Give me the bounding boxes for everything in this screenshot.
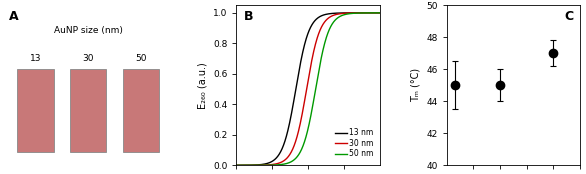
Y-axis label: E₂₆₀ (a.u.): E₂₆₀ (a.u.)	[197, 62, 207, 109]
13 nm	[233, 164, 240, 166]
Text: AuNP size (nm): AuNP size (nm)	[53, 26, 122, 35]
50 nm	[351, 12, 358, 14]
13 nm	[319, 14, 326, 17]
Text: B: B	[244, 10, 253, 23]
30 nm	[377, 12, 384, 14]
50 nm	[302, 137, 309, 139]
30 nm	[373, 12, 380, 14]
Line: 13 nm: 13 nm	[237, 13, 380, 165]
13 nm	[351, 12, 358, 14]
Text: 30: 30	[82, 54, 94, 63]
50 nm	[233, 164, 240, 166]
30 nm	[311, 48, 318, 50]
30 nm	[319, 25, 326, 27]
50 nm	[311, 96, 318, 98]
Text: 50: 50	[135, 54, 146, 63]
Text: A: A	[9, 10, 19, 23]
Y-axis label: Tₘ (°C): Tₘ (°C)	[411, 68, 421, 102]
Line: 30 nm: 30 nm	[237, 13, 380, 165]
30 nm	[233, 164, 240, 166]
50 nm	[301, 140, 308, 142]
13 nm	[377, 12, 384, 14]
Bar	[18, 69, 53, 152]
13 nm	[301, 43, 308, 45]
13 nm	[311, 20, 318, 22]
50 nm	[373, 12, 380, 14]
Text: 13: 13	[30, 54, 41, 63]
50 nm	[319, 53, 326, 55]
30 nm	[302, 93, 309, 96]
13 nm	[302, 39, 309, 42]
Text: C: C	[564, 10, 573, 23]
Legend: 13 nm, 30 nm, 50 nm: 13 nm, 30 nm, 50 nm	[332, 125, 376, 161]
Bar	[122, 69, 159, 152]
Bar	[70, 69, 106, 152]
13 nm	[373, 12, 380, 14]
50 nm	[377, 12, 384, 14]
30 nm	[301, 98, 308, 101]
Line: 50 nm: 50 nm	[237, 13, 380, 165]
30 nm	[351, 12, 358, 14]
